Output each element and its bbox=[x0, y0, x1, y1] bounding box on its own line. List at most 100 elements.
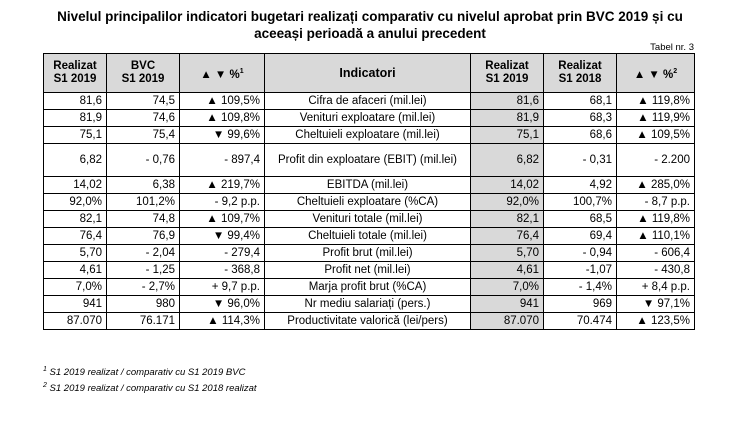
footnotes: 1 S1 2019 realizat / comparativ cu S1 20… bbox=[43, 363, 257, 395]
cell-realizat-s1-2019: 82,1 bbox=[43, 210, 107, 228]
header-realizat-s1-2019: Realizat S1 2019 bbox=[43, 53, 107, 93]
cell-indicator: Marja profit brut (%CA) bbox=[264, 278, 471, 296]
title-line-2: aceeași perioadă a anului precedent bbox=[254, 26, 486, 41]
table-row: 6,82- 0,76- 897,4 Profit din exploatare (… bbox=[43, 143, 695, 177]
header-bvc-s1-2019: BVC S1 2019 bbox=[106, 53, 180, 93]
cell-bvc-s1-2019: 74,6 bbox=[106, 109, 180, 127]
cell-change-2: ▲ 119,9% bbox=[616, 109, 695, 127]
cell-realizat-s1-2019-b: 6,82 bbox=[470, 143, 544, 177]
cell-realizat-s1-2019-b: 87.070 bbox=[470, 312, 544, 330]
cell-indicator: Profit brut (mil.lei) bbox=[264, 244, 471, 262]
cell-realizat-s1-2019-b: 82,1 bbox=[470, 210, 544, 228]
table-row: 941 980 ▼ 96,0% Nr mediu salariați (pers.) 9… bbox=[43, 295, 695, 313]
cell-realizat-s1-2019-b: 5,70 bbox=[470, 244, 544, 262]
cell-bvc-s1-2019: - 2,04 bbox=[106, 244, 180, 262]
cell-bvc-s1-2019: 6,38 bbox=[106, 176, 180, 194]
footnote-1: 1 S1 2019 realizat / comparativ cu S1 20… bbox=[43, 366, 246, 379]
cell-realizat-s1-2019-b: 81,9 bbox=[470, 109, 544, 127]
cell-realizat-s1-2019-b: 92,0% bbox=[470, 193, 544, 211]
table-row: 81,6 74,5 ▲ 109,5% Cifra de afaceri (mil.le… bbox=[43, 92, 695, 110]
cell-realizat-s1-2019-b: 14,02 bbox=[470, 176, 544, 194]
table-row: 14,02 6,38 ▲ 219,7% EBITDA (mil.lei) 14,02 4,… bbox=[43, 176, 695, 194]
cell-bvc-s1-2019: 76.171 bbox=[106, 312, 180, 330]
cell-realizat-s1-2019: 81,6 bbox=[43, 92, 107, 110]
cell-change-1: ▲ 109,8% bbox=[179, 109, 265, 127]
cell-change-1: ▲ 219,7% bbox=[179, 176, 265, 194]
table-header-row: Realizat S1 2019 BVC S1 2019 ▲ ▼ %1 Indica… bbox=[43, 53, 695, 93]
cell-indicator: Productivitate valorică (lei/pers) bbox=[264, 312, 471, 330]
cell-change-2: + 8,4 p.p. bbox=[616, 278, 695, 296]
cell-realizat-s1-2018: - 0,31 bbox=[543, 143, 617, 177]
indicators-table: Realizat S1 2019 BVC S1 2019 ▲ ▼ %1 Indica… bbox=[43, 53, 695, 330]
cell-realizat-s1-2019: 5,70 bbox=[43, 244, 107, 262]
cell-realizat-s1-2018: -1,07 bbox=[543, 261, 617, 279]
header-change-2: ▲ ▼ %2 bbox=[616, 53, 695, 93]
cell-indicator: Cheltuieli exploatare (%CA) bbox=[264, 193, 471, 211]
cell-bvc-s1-2019: 74,5 bbox=[106, 92, 180, 110]
table-number: Tabel nr. 3 bbox=[650, 42, 694, 53]
cell-realizat-s1-2019-b: 75,1 bbox=[470, 126, 544, 144]
cell-realizat-s1-2019: 7,0% bbox=[43, 278, 107, 296]
cell-indicator: Profit din exploatare (EBIT) (mil.lei) bbox=[264, 143, 471, 177]
cell-realizat-s1-2018: 68,3 bbox=[543, 109, 617, 127]
cell-realizat-s1-2018: 69,4 bbox=[543, 227, 617, 245]
cell-realizat-s1-2019-b: 7,0% bbox=[470, 278, 544, 296]
cell-change-2: ▲ 285,0% bbox=[616, 176, 695, 194]
cell-realizat-s1-2018: 68,1 bbox=[543, 92, 617, 110]
footnote-2: 2 S1 2019 realizat / comparativ cu S1 20… bbox=[43, 382, 257, 395]
cell-realizat-s1-2019-b: 941 bbox=[470, 295, 544, 313]
table-row: 76,4 76,9 ▼ 99,4% Cheltuieli totale (mil.le… bbox=[43, 227, 695, 245]
cell-change-1: ▼ 99,6% bbox=[179, 126, 265, 144]
table-row: 81,9 74,6 ▲ 109,8% Venituri exploatare (mil… bbox=[43, 109, 695, 127]
cell-change-2: ▲ 119,8% bbox=[616, 210, 695, 228]
cell-bvc-s1-2019: 75,4 bbox=[106, 126, 180, 144]
title-line-1: Nivelul principalilor indicatori bugetar… bbox=[57, 9, 683, 24]
cell-change-1: ▼ 99,4% bbox=[179, 227, 265, 245]
table-row: 5,70- 2,04- 279,4 Profit brut (mil.lei) 5,… bbox=[43, 244, 695, 262]
cell-indicator: Profit net (mil.lei) bbox=[264, 261, 471, 279]
cell-realizat-s1-2019: 92,0% bbox=[43, 193, 107, 211]
cell-change-1: - 897,4 bbox=[179, 143, 265, 177]
cell-realizat-s1-2018: - 1,4% bbox=[543, 278, 617, 296]
cell-realizat-s1-2019-b: 81,6 bbox=[470, 92, 544, 110]
table-row: 4,61- 1,25- 368,8 Profit net (mil.lei) 4,6… bbox=[43, 261, 695, 279]
header-change-1: ▲ ▼ %1 bbox=[179, 53, 265, 93]
document-title: Nivelul principalilor indicatori bugetar… bbox=[0, 8, 740, 42]
table-row: 82,1 74,8 ▲ 109,7% Venituri totale (mil.lei… bbox=[43, 210, 695, 228]
cell-realizat-s1-2019: 4,61 bbox=[43, 261, 107, 279]
cell-realizat-s1-2018: 68,6 bbox=[543, 126, 617, 144]
cell-bvc-s1-2019: 101,2% bbox=[106, 193, 180, 211]
cell-realizat-s1-2019: 941 bbox=[43, 295, 107, 313]
cell-realizat-s1-2018: 4,92 bbox=[543, 176, 617, 194]
cell-realizat-s1-2018: 100,7% bbox=[543, 193, 617, 211]
table-row: 87.070 76.171 ▲ 114,3% Productivitate valor… bbox=[43, 312, 695, 330]
cell-indicator: Cheltuieli totale (mil.lei) bbox=[264, 227, 471, 245]
cell-realizat-s1-2019: 76,4 bbox=[43, 227, 107, 245]
cell-realizat-s1-2019: 87.070 bbox=[43, 312, 107, 330]
cell-indicator: Cifra de afaceri (mil.lei) bbox=[264, 92, 471, 110]
table-row: 75,1 75,4 ▼ 99,6% Cheltuieli exploatare (mi… bbox=[43, 126, 695, 144]
cell-realizat-s1-2018: 70.474 bbox=[543, 312, 617, 330]
cell-bvc-s1-2019: 74,8 bbox=[106, 210, 180, 228]
cell-change-1: + 9,7 p.p. bbox=[179, 278, 265, 296]
table-row: 92,0% 101,2% - 9,2 p.p. Cheltuieli exploata… bbox=[43, 193, 695, 211]
cell-change-2: ▲ 123,5% bbox=[616, 312, 695, 330]
cell-change-2: ▼ 97,1% bbox=[616, 295, 695, 313]
cell-change-1: ▼ 96,0% bbox=[179, 295, 265, 313]
cell-indicator: Venituri exploatare (mil.lei) bbox=[264, 109, 471, 127]
cell-change-2: ▲ 110,1% bbox=[616, 227, 695, 245]
cell-change-1: ▲ 114,3% bbox=[179, 312, 265, 330]
cell-realizat-s1-2019: 6,82 bbox=[43, 143, 107, 177]
cell-change-1: - 9,2 p.p. bbox=[179, 193, 265, 211]
cell-bvc-s1-2019: - 0,76 bbox=[106, 143, 180, 177]
cell-change-2: ▲ 109,5% bbox=[616, 126, 695, 144]
header-indicatori: Indicatori bbox=[264, 53, 471, 93]
cell-indicator: Cheltuieli exploatare (mil.lei) bbox=[264, 126, 471, 144]
cell-change-1: ▲ 109,7% bbox=[179, 210, 265, 228]
cell-bvc-s1-2019: 980 bbox=[106, 295, 180, 313]
cell-bvc-s1-2019: - 1,25 bbox=[106, 261, 180, 279]
table-row: 7,0% - 2,7% + 9,7 p.p. Marja profit brut (%… bbox=[43, 278, 695, 296]
header-realizat-s1-2019-b: Realizat S1 2019 bbox=[470, 53, 544, 93]
cell-realizat-s1-2019: 75,1 bbox=[43, 126, 107, 144]
cell-change-1: ▲ 109,5% bbox=[179, 92, 265, 110]
